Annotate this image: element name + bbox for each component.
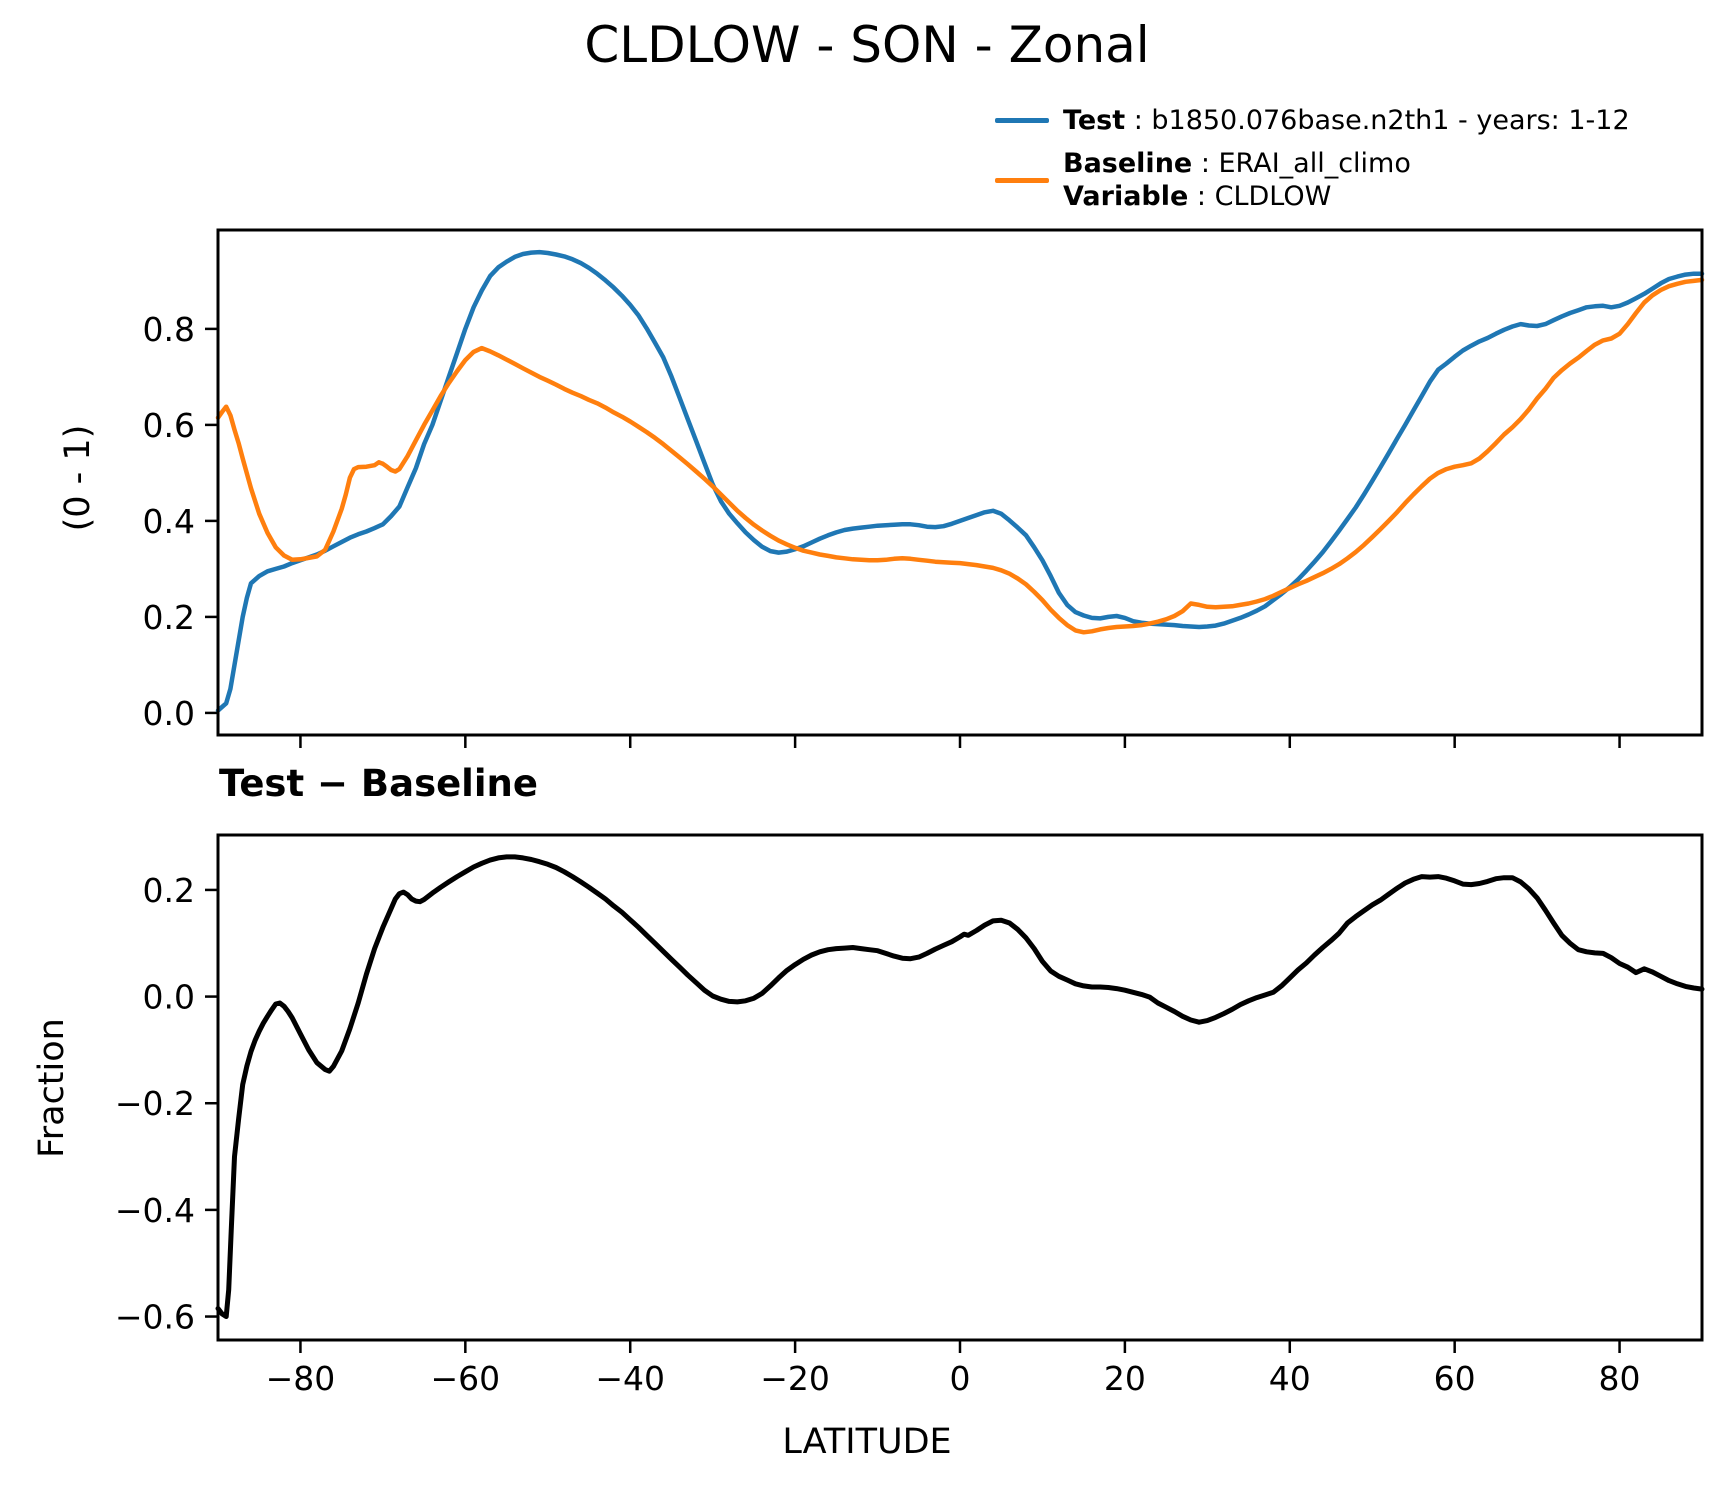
- baseline-line-swatch: [995, 177, 1049, 183]
- legend: Test : b1850.076base.n2th1 - years: 1-12…: [995, 104, 1630, 223]
- legend-baseline-line: Baseline : ERAI_all_climo: [1063, 147, 1411, 180]
- difference-panel-title: Test − Baseline: [219, 762, 538, 805]
- series-line-test-baseline: [215, 854, 1705, 1319]
- top-y-axis-label: (0 - 1): [58, 424, 98, 532]
- test-line-swatch: [995, 118, 1049, 123]
- series-line-test: [215, 249, 1705, 713]
- x-tick-label: 0: [950, 1359, 971, 1398]
- y-tick-label: 0.6: [143, 406, 195, 445]
- legend-entry-baseline: Baseline : ERAI_all_climo Variable : CLD…: [995, 147, 1630, 213]
- legend-variable-value: : CLDLOW: [1188, 181, 1332, 212]
- legend-variable-key: Variable: [1063, 181, 1189, 212]
- legend-variable-line: Variable : CLDLOW: [1063, 180, 1411, 213]
- top-axes: 0.0 0.2 0.4 0.6 0.8: [143, 228, 1705, 748]
- x-tick-label: 20: [1104, 1359, 1146, 1398]
- x-tick-label: −80: [266, 1359, 336, 1398]
- axes-frame: [216, 228, 1704, 737]
- bottom-y-axis-label: Fraction: [32, 1018, 72, 1158]
- y-tick-label: 0.0: [143, 978, 195, 1017]
- page-title: CLDLOW - SON - Zonal: [584, 16, 1150, 74]
- x-tick-label: −20: [760, 1359, 830, 1398]
- y-tick-label: −0.4: [115, 1191, 195, 1230]
- x-tick-label: 80: [1599, 1359, 1641, 1398]
- legend-entry-test: Test : b1850.076base.n2th1 - years: 1-12: [995, 104, 1630, 137]
- y-tick-label: 0.8: [143, 310, 195, 349]
- legend-entry-baseline-label: Baseline : ERAI_all_climo Variable : CLD…: [1063, 147, 1411, 213]
- y-tick-label: −0.2: [115, 1084, 195, 1123]
- x-axis-label: LATITUDE: [782, 1422, 952, 1462]
- x-tick-label: 60: [1434, 1359, 1476, 1398]
- y-tick-label: 0.2: [143, 598, 195, 637]
- y-tick-label: −0.6: [115, 1298, 195, 1337]
- y-tick-label: 0.4: [143, 502, 195, 541]
- x-tick-label: −40: [595, 1359, 665, 1398]
- x-tick-label: −60: [431, 1359, 501, 1398]
- series-line-baseline: [215, 277, 1705, 635]
- legend-baseline-key: Baseline: [1063, 148, 1193, 179]
- legend-baseline-value: : ERAI_all_climo: [1192, 148, 1411, 179]
- legend-test-key: Test: [1063, 105, 1126, 136]
- legend-entry-test-label: Test : b1850.076base.n2th1 - years: 1-12: [1063, 104, 1630, 137]
- legend-test-value: : b1850.076base.n2th1 - years: 1-12: [1125, 105, 1630, 136]
- x-tick-label: 40: [1269, 1359, 1311, 1398]
- y-tick-label: 0.2: [143, 871, 195, 910]
- axes-frame: [216, 833, 1704, 1342]
- y-tick-label: 0.0: [143, 694, 195, 733]
- bottom-axes: −80 −60 −40 −20 0 20 40 60 80 −0.6 −0.4 −0.2 0.0 0.2: [115, 833, 1705, 1398]
